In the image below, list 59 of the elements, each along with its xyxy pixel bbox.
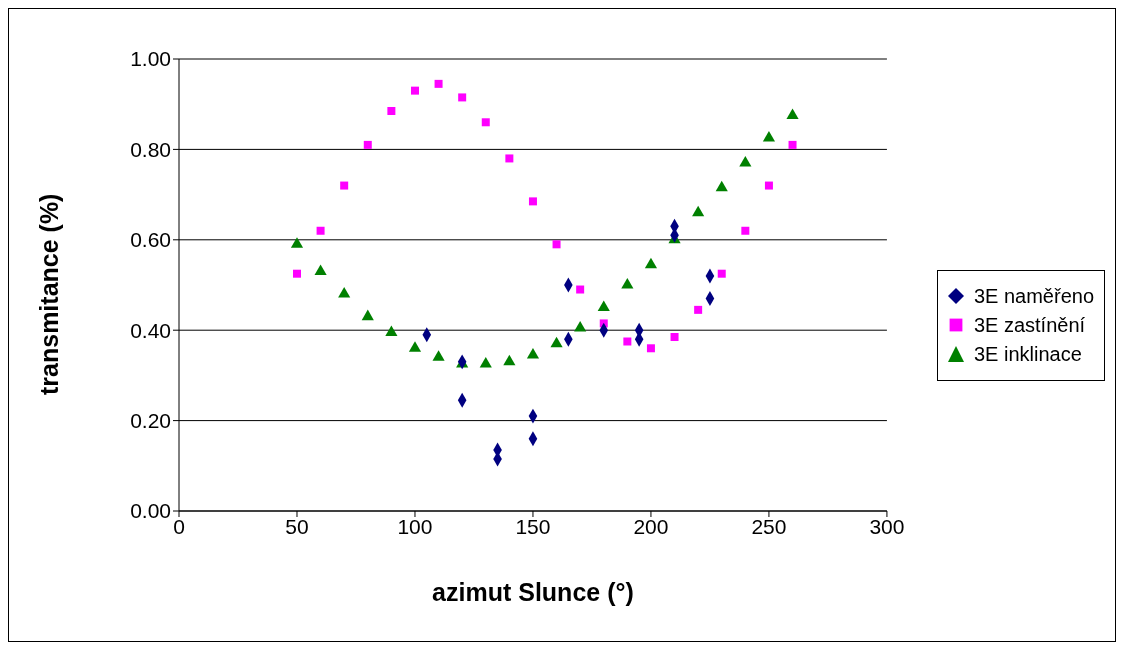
point <box>363 140 372 149</box>
point <box>479 357 492 368</box>
legend-label: 3E naměřeno <box>973 284 1094 308</box>
y-tick-label: 0.80 <box>130 137 171 161</box>
point <box>694 305 703 314</box>
y-tick-label: 0.20 <box>130 409 171 433</box>
point <box>410 86 419 95</box>
point <box>550 336 563 348</box>
point <box>481 118 490 127</box>
point <box>361 309 374 321</box>
point <box>623 337 632 346</box>
point <box>739 155 752 167</box>
legend-label: 3E inklinace <box>973 342 1082 366</box>
x-tick-label: 150 <box>515 514 551 538</box>
point <box>786 108 799 120</box>
y-tick-label: 0.60 <box>130 228 171 252</box>
point <box>528 197 537 206</box>
point <box>741 226 750 235</box>
x-tick-label: 100 <box>397 514 433 538</box>
point <box>715 180 728 192</box>
x-tick-label: 300 <box>869 514 905 538</box>
x-tick-label: 0 <box>173 514 185 538</box>
legend-label: 3E zastínění <box>973 313 1086 337</box>
x-axis-title: azimut Slunce (°) <box>432 578 634 606</box>
point <box>338 287 351 298</box>
y-tick-label: 0.00 <box>130 499 171 523</box>
point <box>503 354 516 366</box>
point <box>788 140 797 149</box>
x-tick-label: 50 <box>285 514 309 538</box>
point <box>576 285 585 294</box>
point <box>762 131 776 142</box>
point <box>292 269 301 278</box>
point <box>552 240 561 249</box>
x-tick-label: 200 <box>633 514 669 538</box>
point <box>385 325 398 336</box>
point <box>290 237 304 248</box>
point <box>621 277 634 289</box>
point <box>644 257 658 269</box>
point <box>692 205 705 217</box>
point <box>574 320 587 332</box>
point <box>458 93 467 102</box>
point <box>340 181 349 190</box>
y-tick-label: 1.00 <box>130 47 171 71</box>
point <box>646 344 655 353</box>
point <box>432 350 445 361</box>
point <box>314 264 327 275</box>
point <box>764 181 773 190</box>
y-axis-title: transmitance (%) <box>34 193 63 395</box>
x-tick-label: 250 <box>751 514 787 538</box>
y-tick-label: 0.40 <box>130 318 171 342</box>
point <box>670 332 679 341</box>
point <box>717 269 726 278</box>
point <box>597 300 610 312</box>
point <box>505 154 514 163</box>
point <box>408 341 422 352</box>
point <box>316 226 325 235</box>
point <box>387 106 396 115</box>
point <box>434 79 443 88</box>
point <box>526 348 540 359</box>
